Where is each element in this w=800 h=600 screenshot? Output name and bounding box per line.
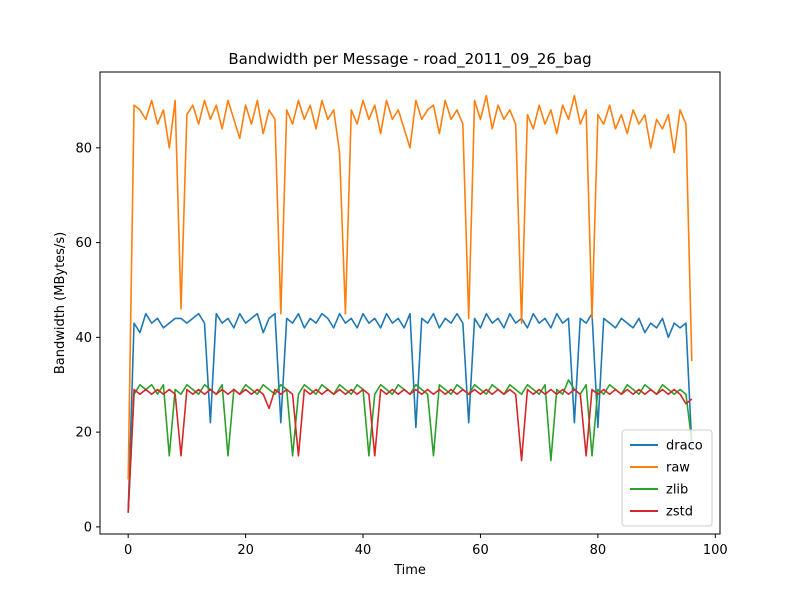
series-line-zstd — [127, 388, 693, 513]
y-tick-label: 60 — [75, 236, 92, 251]
legend-box — [621, 429, 713, 527]
series-layer — [127, 94, 693, 513]
chart-title: Bandwidth per Message - road_2011_09_26_… — [228, 50, 591, 69]
y-axis-label: Bandwidth (MBytes/s) — [53, 232, 68, 374]
plot-frame — [99, 71, 721, 535]
legend-label-draco: draco — [666, 439, 703, 454]
series-line-draco — [127, 312, 693, 513]
legend-label-raw: raw — [666, 461, 690, 476]
legend: draco raw zlib zstd — [621, 429, 713, 527]
y-tick-label: 80 — [75, 141, 92, 156]
series-line-raw — [127, 94, 693, 480]
x-tick-label: 20 — [237, 543, 254, 558]
x-axis: 0 20 40 60 80 100 — [124, 534, 728, 558]
y-tick-label: 0 — [84, 520, 92, 535]
y-axis: 0 20 40 60 80 — [75, 141, 100, 535]
x-axis-label: Time — [393, 563, 426, 578]
x-tick-label: 0 — [124, 543, 132, 558]
x-tick-label: 100 — [703, 543, 728, 558]
x-tick-label: 80 — [590, 543, 607, 558]
y-tick-label: 40 — [75, 331, 92, 346]
x-tick-label: 60 — [472, 543, 489, 558]
plot-area — [100, 72, 720, 534]
x-tick-label: 40 — [355, 543, 372, 558]
legend-label-zlib: zlib — [666, 483, 688, 498]
y-tick-label: 20 — [75, 426, 92, 441]
legend-label-zstd: zstd — [666, 505, 693, 520]
